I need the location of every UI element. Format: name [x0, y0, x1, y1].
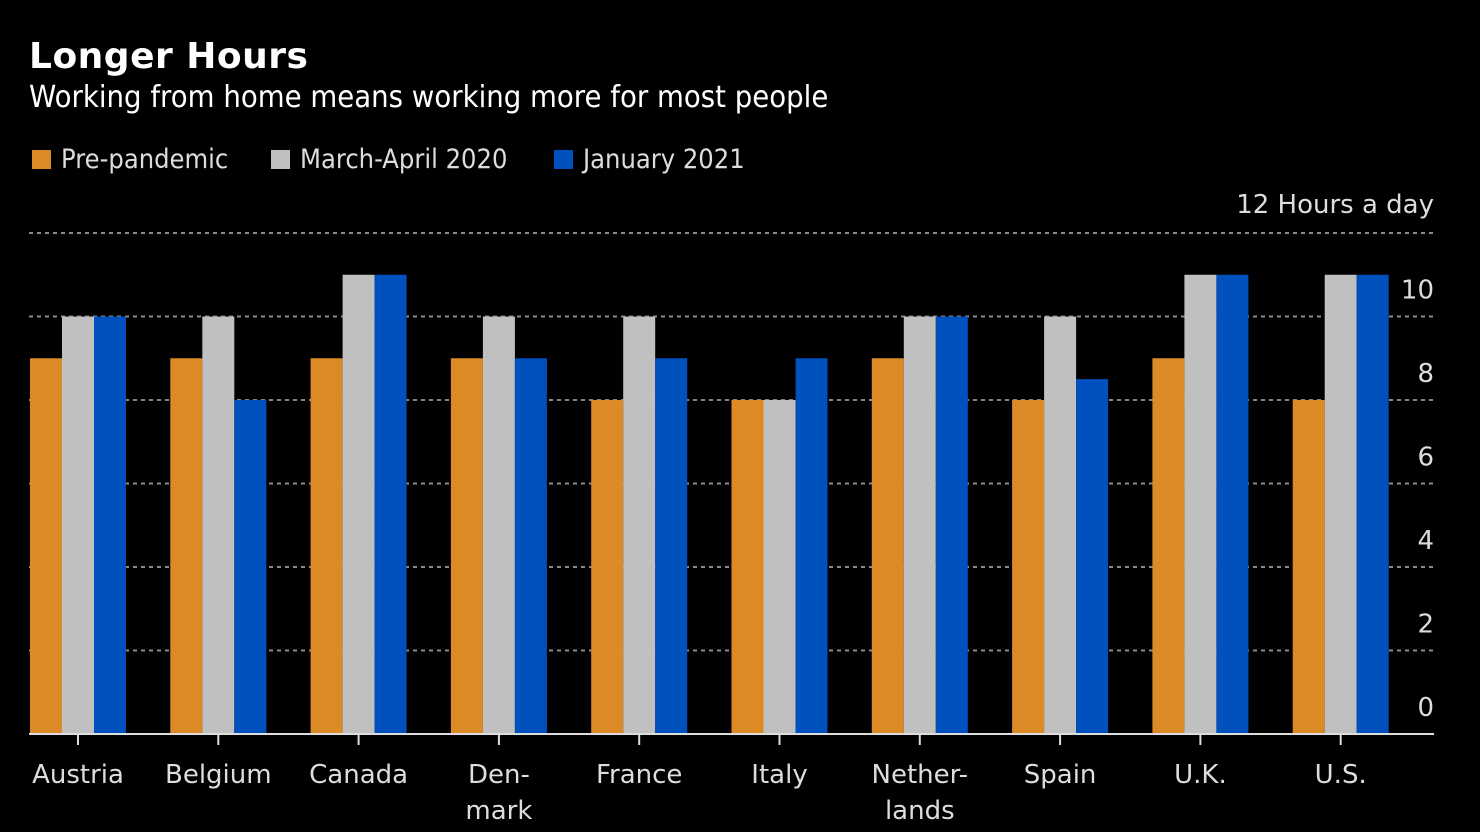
bar-pre-pandemic-canada [310, 358, 343, 734]
x-tick-label: lands [885, 796, 955, 826]
bar-pre-pandemic-belgium [170, 358, 203, 734]
legend-swatch-pre-pandemic [32, 150, 51, 169]
x-tick-label: France [596, 760, 682, 790]
bar-pre-pandemic-uk [1152, 358, 1185, 734]
bar-january-2021-netherlands [935, 316, 968, 734]
bar-march-april-2020-italy [763, 400, 796, 734]
y-tick-label: 6 [1417, 443, 1434, 473]
x-tick-label: Den- [468, 760, 530, 790]
bar-march-april-2020-france [623, 316, 656, 734]
bar-january-2021-denmark [514, 358, 547, 734]
legend-label: March-April 2020 [299, 144, 508, 175]
y-tick-label: 10 [1401, 276, 1434, 306]
x-tick-label: Austria [32, 760, 124, 790]
bar-pre-pandemic-netherlands [871, 358, 904, 734]
bar-pre-pandemic-france [591, 400, 624, 734]
bar-january-2021-uk [1216, 274, 1249, 734]
bar-january-2021-france [655, 358, 688, 734]
bar-january-2021-spain [1076, 379, 1109, 734]
x-tick-label: Belgium [165, 760, 272, 790]
bar-march-april-2020-austria [62, 316, 94, 734]
chart-subtitle: Working from home means working more for… [29, 80, 829, 115]
legend: Pre-pandemic March-April 2020 January 20… [32, 144, 787, 175]
bar-march-april-2020-denmark [482, 316, 515, 734]
bar-pre-pandemic-austria [30, 358, 62, 734]
bar-pre-pandemic-denmark [450, 358, 483, 734]
bar-january-2021-canada [374, 274, 407, 734]
y-tick-label: 4 [1417, 526, 1434, 556]
bar-january-2021-italy [795, 358, 828, 734]
bar-january-2021-us [1356, 274, 1389, 734]
legend-item-january-2021: January 2021 [554, 144, 763, 175]
legend-item-pre-pandemic: Pre-pandemic [32, 144, 247, 175]
bar-march-april-2020-canada [342, 274, 375, 734]
bar-march-april-2020-us [1324, 274, 1357, 734]
x-tick-label: Spain [1024, 760, 1097, 790]
x-tick-label: Canada [309, 760, 408, 790]
bar-pre-pandemic-spain [1012, 400, 1045, 734]
bar-march-april-2020-uk [1184, 274, 1217, 734]
x-tick-label: U.S. [1315, 760, 1367, 790]
x-tick-label: U.K. [1174, 760, 1227, 790]
bar-january-2021-belgium [234, 400, 267, 734]
y-axis-unit-label: 12 Hours a day [1236, 190, 1434, 220]
legend-swatch-march-april-2020 [270, 150, 290, 169]
chart-title: Longer Hours [29, 36, 309, 77]
bar-march-april-2020-netherlands [903, 316, 936, 734]
y-tick-label: 8 [1417, 359, 1434, 389]
y-tick-label: 2 [1417, 610, 1434, 640]
y-tick-label: 0 [1417, 693, 1434, 723]
x-tick-label: Italy [751, 760, 807, 790]
legend-swatch-january-2021 [554, 150, 574, 169]
bar-march-april-2020-belgium [202, 316, 235, 734]
bar-pre-pandemic-us [1292, 400, 1325, 734]
bar-january-2021-austria [94, 316, 126, 734]
x-tick-label: Nether- [872, 760, 969, 790]
bar-pre-pandemic-italy [731, 400, 764, 734]
legend-label: January 2021 [583, 144, 746, 175]
legend-item-march-april-2020: March-April 2020 [270, 144, 530, 175]
bar-march-april-2020-spain [1044, 316, 1077, 734]
legend-label: Pre-pandemic [61, 144, 229, 175]
x-tick-label: mark [465, 796, 532, 826]
